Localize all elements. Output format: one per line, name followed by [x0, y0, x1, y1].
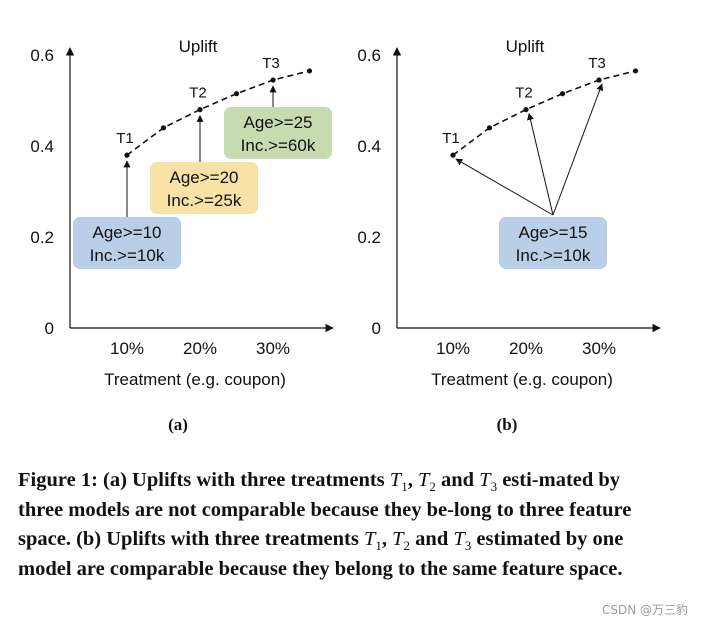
panel-a-data-point — [197, 107, 203, 113]
panel-a-x-tick-label: 30% — [256, 339, 290, 358]
panel-b-data-point — [450, 152, 456, 158]
panel-a-treatment-label: T2 — [189, 85, 207, 102]
panel-b-x-tick-label: 30% — [582, 339, 616, 358]
panel-a-segment-line2: Inc.>=10k — [90, 246, 165, 265]
watermark: CSDN @万三豹 — [601, 603, 688, 617]
panel-a-treatment-label: T3 — [262, 55, 280, 72]
panel-a-x-label: Treatment (e.g. coupon) — [104, 370, 286, 389]
panel-a-data-point — [160, 125, 167, 131]
panel-a-segment-line2: Inc.>=60k — [241, 136, 316, 155]
panel-a-segment-line1: Age>=25 — [243, 113, 312, 132]
panel-b-segment-line1: Age>=15 — [518, 223, 587, 242]
panel-a-segment-line1: Age>=10 — [92, 223, 161, 242]
panel-a-uplift-curve — [126, 70, 310, 156]
panel-b-title: Uplift — [506, 37, 545, 56]
panel-b-y-tick-label: 0.2 — [357, 228, 381, 247]
panel-a-x-tick-label: 20% — [183, 339, 217, 358]
panel-b-segment-arrow — [527, 112, 554, 216]
panel-b-uplift-curve — [452, 70, 636, 156]
panel-a-segment-box — [150, 162, 258, 214]
panel-a-data-point — [233, 91, 240, 97]
panel-a-segment-line1: Age>=20 — [169, 168, 238, 187]
panel-a-data-point — [270, 77, 276, 83]
panel-b-y-tick-label: 0 — [372, 319, 381, 338]
panel-b-segment-arrow — [455, 158, 554, 216]
panel-b-data-point — [596, 77, 602, 83]
panel-b-panel-label: (b) — [497, 415, 518, 434]
figure-caption: Figure 1: (a) Uplifts with three treatme… — [18, 469, 632, 580]
panel-b-x-tick-label: 20% — [509, 339, 543, 358]
panel-b-x-label: Treatment (e.g. coupon) — [431, 370, 613, 389]
panel-a-x-tick-label: 10% — [110, 339, 144, 358]
panel-a-y-tick-label: 0.4 — [30, 137, 54, 156]
panel-b-data-point — [523, 107, 529, 113]
panel-b-segment-box — [499, 217, 607, 269]
panel-a-segment-box — [224, 107, 332, 159]
panel-b-y-tick-label: 0.6 — [357, 46, 381, 65]
panel-b-y-tick-label: 0.4 — [357, 137, 381, 156]
panel-b-treatment-label: T2 — [515, 85, 533, 102]
panel-b-x-tick-label: 10% — [436, 339, 470, 358]
panel-a-title: Uplift — [179, 37, 218, 56]
panel-b-treatment-label: T3 — [588, 55, 606, 72]
panel-a-data-point — [124, 152, 130, 158]
panel-b-data-point — [559, 91, 566, 97]
panel-a-segment-box — [73, 217, 181, 269]
panel-b-segment-arrow — [552, 83, 604, 216]
panel-b-data-point — [632, 68, 639, 74]
panel-a-segment-line2: Inc.>=25k — [167, 191, 242, 210]
panel-b-treatment-label: T1 — [442, 130, 460, 147]
panel-b-segment-line2: Inc.>=10k — [516, 246, 591, 265]
panel-a-y-tick-label: 0.6 — [30, 46, 54, 65]
panel-a-panel-label: (a) — [168, 415, 188, 434]
figure: 0 0.2 0.4 0.6 10% 20% 30% Uplift Treatment (e.g.… — [30, 37, 661, 434]
panel-a-treatment-label: T1 — [116, 130, 134, 147]
panel-a-y-tick-label: 0 — [45, 319, 54, 338]
panel-a-data-point — [306, 68, 313, 74]
panel-a-y-tick-label: 0.2 — [30, 228, 54, 247]
panel-b-data-point — [486, 125, 493, 131]
